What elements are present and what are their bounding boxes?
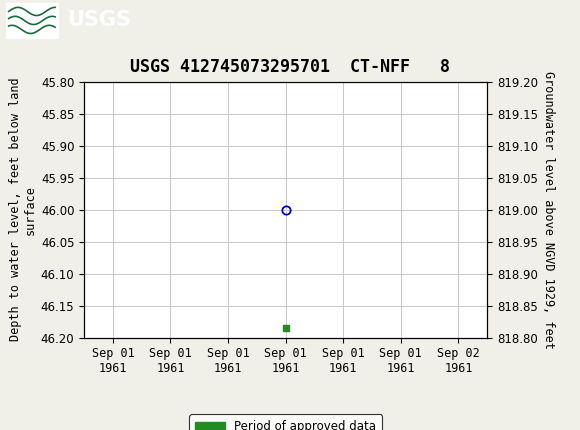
Y-axis label: Depth to water level, feet below land
surface: Depth to water level, feet below land su… [9, 78, 37, 341]
FancyBboxPatch shape [6, 3, 58, 37]
Y-axis label: Groundwater level above NGVD 1929, feet: Groundwater level above NGVD 1929, feet [542, 71, 555, 349]
Legend: Period of approved data: Period of approved data [189, 414, 382, 430]
Text: USGS: USGS [67, 9, 130, 30]
Text: USGS 412745073295701  CT-NFF   8: USGS 412745073295701 CT-NFF 8 [130, 58, 450, 77]
